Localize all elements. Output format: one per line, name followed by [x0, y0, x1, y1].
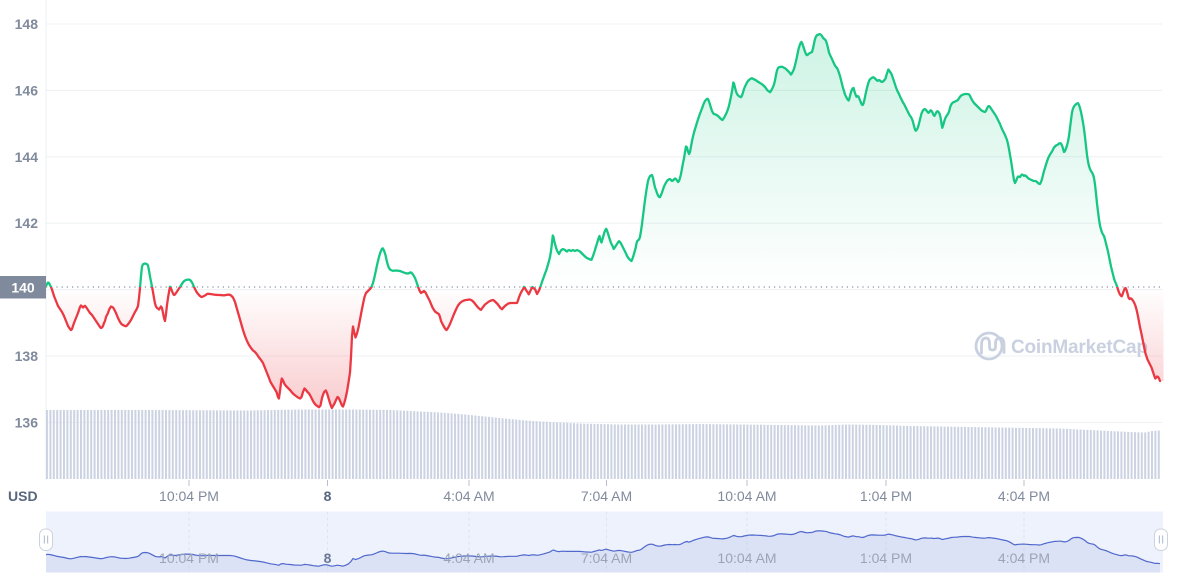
svg-text:146: 146: [15, 82, 39, 98]
svg-text:7:04 AM: 7:04 AM: [581, 488, 632, 504]
svg-text:148: 148: [15, 16, 39, 32]
svg-text:7:04 AM: 7:04 AM: [581, 550, 632, 566]
svg-text:USD: USD: [8, 488, 38, 504]
svg-text:4:04 AM: 4:04 AM: [443, 550, 494, 566]
svg-text:10:04 PM: 10:04 PM: [159, 488, 219, 504]
svg-text:10:04 AM: 10:04 AM: [717, 550, 776, 566]
svg-text:136: 136: [15, 414, 39, 430]
svg-text:1:04 PM: 1:04 PM: [860, 550, 912, 566]
svg-text:142: 142: [15, 215, 39, 231]
svg-text:144: 144: [15, 149, 39, 165]
svg-text:138: 138: [15, 348, 39, 364]
svg-text:140: 140: [11, 280, 35, 296]
svg-text:8: 8: [324, 550, 332, 566]
svg-text:10:04 PM: 10:04 PM: [159, 550, 219, 566]
svg-text:1:04 PM: 1:04 PM: [860, 488, 912, 504]
svg-text:10:04 AM: 10:04 AM: [717, 488, 776, 504]
svg-text:4:04 PM: 4:04 PM: [998, 550, 1050, 566]
svg-text:8: 8: [324, 488, 332, 504]
svg-text:4:04 AM: 4:04 AM: [443, 488, 494, 504]
svg-text:CoinMarketCap: CoinMarketCap: [1011, 337, 1148, 358]
svg-text:4:04 PM: 4:04 PM: [998, 488, 1050, 504]
